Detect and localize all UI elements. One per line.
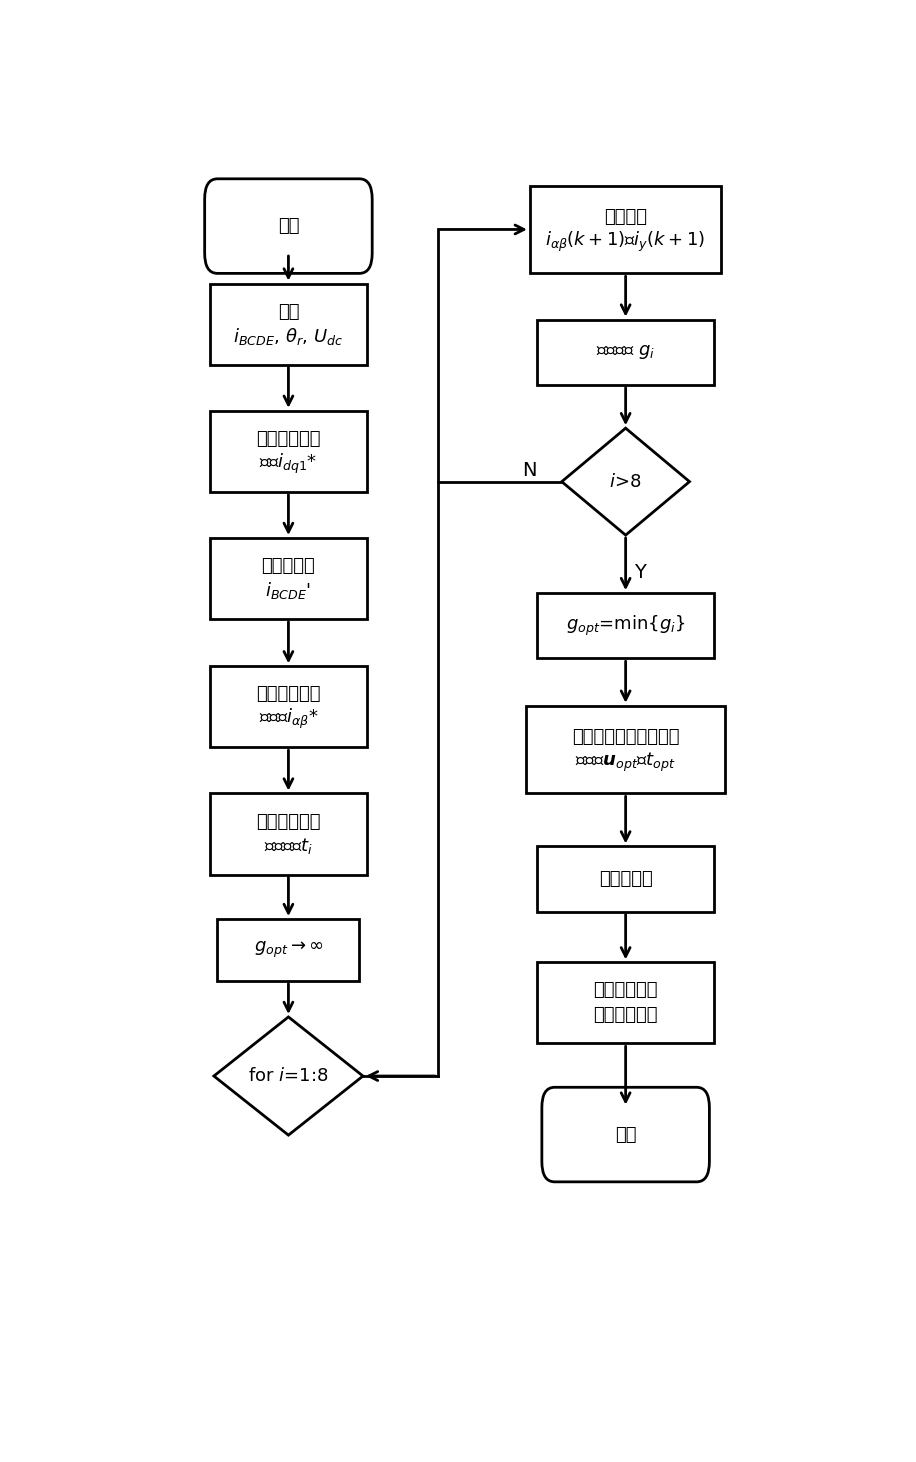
FancyBboxPatch shape xyxy=(542,1088,709,1181)
Text: 占空比控制: 占空比控制 xyxy=(599,870,652,887)
Text: $g_{opt}\rightarrow\infty$: $g_{opt}\rightarrow\infty$ xyxy=(254,940,323,961)
Bar xyxy=(537,320,714,385)
Bar xyxy=(537,962,714,1044)
Polygon shape xyxy=(214,1018,363,1135)
Text: N: N xyxy=(522,461,537,480)
Text: 用时间$\boldsymbol{u}_{opt}$、$t_{opt}$: 用时间$\boldsymbol{u}_{opt}$、$t_{opt}$ xyxy=(575,750,676,773)
Text: 参考值$i_{\alpha\beta}$*: 参考值$i_{\alpha\beta}$* xyxy=(258,708,318,731)
Text: for $i$=1:8: for $i$=1:8 xyxy=(248,1067,329,1085)
Bar xyxy=(217,920,359,981)
Text: $i_{\alpha\beta}(k+1)$、$i_y(k+1)$: $i_{\alpha\beta}(k+1)$、$i_y(k+1)$ xyxy=(546,230,705,254)
Text: 最优基本电压矢量及作: 最优基本电压矢量及作 xyxy=(572,728,680,746)
Text: 考值$i_{dq1}$*: 考值$i_{dq1}$* xyxy=(259,452,318,475)
Text: 优电压到电机: 优电压到电机 xyxy=(594,1006,658,1025)
Text: $i_{BCDE}$, $\theta_r$, $U_{dc}$: $i_{BCDE}$, $\theta_r$, $U_{dc}$ xyxy=(234,326,344,346)
Text: 交直轴电流参: 交直轴电流参 xyxy=(256,430,321,447)
Text: 采样: 采样 xyxy=(278,303,300,320)
Text: 电流预测: 电流预测 xyxy=(605,208,647,227)
Polygon shape xyxy=(562,428,690,535)
Bar xyxy=(537,594,714,658)
Text: 价值函数 $g_i$: 价值函数 $g_i$ xyxy=(596,344,655,361)
Bar xyxy=(529,186,722,273)
Bar xyxy=(211,284,366,364)
Text: 两相静止电流: 两相静止电流 xyxy=(256,686,321,703)
Text: 开始: 开始 xyxy=(278,216,300,235)
Text: $i_{BCDE}$': $i_{BCDE}$' xyxy=(266,580,311,601)
Text: 结束: 结束 xyxy=(615,1126,637,1143)
Text: 相电流重构: 相电流重构 xyxy=(262,557,315,575)
Text: 非零电压矢量: 非零电压矢量 xyxy=(256,813,321,830)
Text: 作用时间$t_i$: 作用时间$t_i$ xyxy=(264,836,313,857)
Bar xyxy=(211,538,366,618)
Bar xyxy=(537,846,714,912)
Bar xyxy=(211,794,366,874)
Bar xyxy=(211,667,366,747)
FancyBboxPatch shape xyxy=(204,178,372,273)
Text: 逆变器输出最: 逆变器输出最 xyxy=(594,981,658,1000)
Text: Y: Y xyxy=(634,563,646,582)
Bar xyxy=(211,411,366,491)
Bar xyxy=(526,706,725,794)
Text: $i$>8: $i$>8 xyxy=(609,472,642,491)
Text: $g_{opt}$=min{$g_i$}: $g_{opt}$=min{$g_i$} xyxy=(566,614,685,637)
